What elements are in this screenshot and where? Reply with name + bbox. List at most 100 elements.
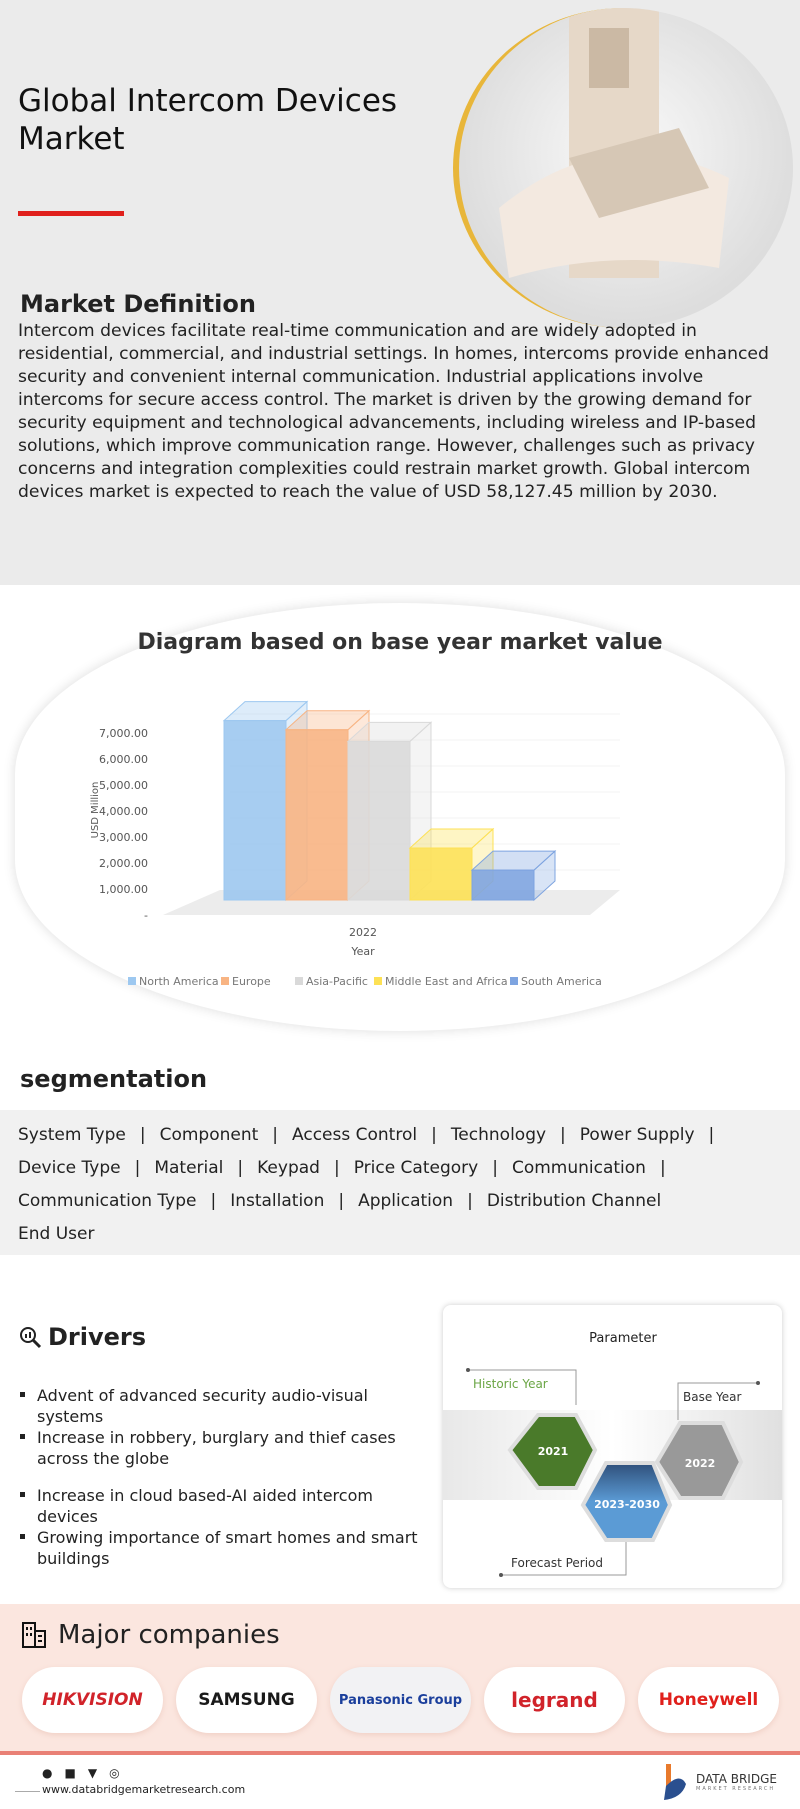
segment-item[interactable]: Material (154, 1158, 224, 1178)
separator: | (333, 1158, 340, 1178)
y-tick-label: 7,000.00 (99, 727, 148, 740)
legend-swatch (374, 977, 382, 985)
driver-item: Increase in robbery, burglary and thief … (20, 1427, 420, 1469)
page-title: Global Intercom Devices Market (18, 83, 398, 157)
separator: | (467, 1191, 473, 1211)
brand-name: DATA BRIDGE (696, 1772, 777, 1786)
social-icons: ● ■ ▼ ◎ (42, 1766, 120, 1780)
legend-label: North America (139, 975, 219, 988)
bar-chart: - 1,000.00 2,000.00 3,000.00 4,000.00 5,000.0… (90, 700, 620, 988)
instagram-icon[interactable]: ◎ (109, 1766, 120, 1780)
building-icon (22, 1622, 46, 1648)
separator: | (659, 1158, 666, 1178)
twitter-icon[interactable]: ▼ (87, 1766, 98, 1780)
separator: | (708, 1125, 715, 1145)
y-tick-label: 6,000.00 (99, 753, 148, 766)
parameter-card: Parameter Historic Year Base Year Foreca… (443, 1305, 782, 1588)
segment-item[interactable]: Communication Type (18, 1191, 197, 1211)
separator: | (338, 1191, 345, 1211)
base-label: Base Year (683, 1390, 742, 1404)
drivers-heading: Drivers (18, 1323, 146, 1351)
whatsapp-icon[interactable]: ● (42, 1766, 53, 1780)
definition-text: Intercom devices facilitate real-time co… (18, 321, 769, 502)
segment-item[interactable]: Component (159, 1125, 259, 1145)
company-logo: Honeywell (638, 1667, 779, 1733)
driver-item: Increase in cloud based-AI aided interco… (20, 1485, 420, 1527)
segment-row: System Type | Component | Access Control | Tec… (18, 1125, 728, 1145)
forecast-label: Forecast Period (511, 1556, 603, 1570)
segment-item[interactable]: Access Control (292, 1125, 418, 1145)
segmentation-heading: segmentation (20, 1065, 208, 1093)
segment-row: End User (18, 1224, 94, 1244)
website-link[interactable]: www.databridgemarketresearch.com (42, 1783, 246, 1796)
historic-hexagon (507, 1413, 598, 1490)
chart-title: Diagram based on base year market value (137, 630, 663, 655)
historic-label: Historic Year (473, 1377, 548, 1391)
bar-front (285, 729, 349, 901)
brand-logo: DATA BRIDGE MARKET RESEARCH (660, 1762, 777, 1802)
driver-item: Growing importance of smart homes and sm… (20, 1527, 420, 1569)
bar-front (409, 847, 473, 901)
y-tick-label: 4,000.00 (99, 805, 148, 818)
segment-item[interactable]: Power Supply (579, 1125, 695, 1145)
separator: | (560, 1125, 566, 1145)
svg-text:2023-2030: 2023-2030 (594, 1498, 660, 1511)
footer-divider (0, 1751, 800, 1755)
segment-item[interactable]: System Type (18, 1125, 126, 1145)
forecast-hexagon (580, 1461, 673, 1542)
x-tick-label: 2022 (349, 926, 377, 939)
separator: | (431, 1125, 437, 1145)
company-logo: SAMSUNG (176, 1667, 317, 1733)
svg-text:2022: 2022 (685, 1457, 716, 1470)
legend-label: Asia-Pacific (306, 975, 368, 988)
companies-heading: Major companies (22, 1620, 280, 1650)
legend-swatch (221, 977, 229, 985)
drivers-title: Drivers (48, 1323, 147, 1351)
title-underline (18, 211, 124, 216)
bar-front (471, 869, 535, 901)
separator: | (139, 1125, 146, 1145)
definition-heading: Market Definition (20, 290, 256, 318)
segment-item[interactable]: Price Category (353, 1158, 479, 1178)
segment-item[interactable]: Communication (511, 1158, 646, 1178)
footer-line (15, 1791, 40, 1792)
bar-front (223, 720, 287, 901)
company-logo: Panasonic Group (330, 1667, 471, 1733)
bar-front (347, 740, 411, 901)
facebook-icon[interactable]: ■ (64, 1766, 76, 1780)
x-axis-label: Year (350, 945, 375, 958)
segment-item[interactable]: Installation (230, 1191, 325, 1211)
y-tick-label: 2,000.00 (99, 857, 148, 870)
segment-item[interactable]: Distribution Channel (486, 1191, 662, 1211)
y-tick-label: 1,000.00 (99, 883, 148, 896)
y-axis-label: USD Million (90, 782, 101, 839)
separator: | (492, 1158, 498, 1178)
search-chart-icon (20, 1327, 42, 1349)
y-tick-label: 5,000.00 (99, 779, 148, 792)
separator: | (210, 1191, 217, 1211)
segment-item[interactable]: Technology (450, 1125, 547, 1145)
brand-sub: MARKET RESEARCH (696, 1786, 776, 1792)
separator: | (237, 1158, 244, 1178)
legend-label: Europe (232, 975, 271, 988)
company-logo: legrand (484, 1667, 625, 1733)
databridge-logo-icon (664, 1764, 686, 1800)
segment-row: Device Type | Material | Keypad | Price Catego… (18, 1158, 680, 1178)
intercom-photo (453, 8, 793, 328)
segment-item[interactable]: End User (18, 1224, 95, 1244)
segment-item[interactable]: Device Type (18, 1158, 121, 1178)
segment-row: Communication Type | Installation | Applicat… (18, 1191, 661, 1211)
segment-item[interactable]: Keypad (257, 1158, 320, 1178)
separator: | (134, 1158, 141, 1178)
base-hexagon (654, 1421, 744, 1500)
legend-label: Middle East and Africa (385, 975, 508, 988)
y-tick-label: - (144, 909, 148, 922)
companies-title: Major companies (58, 1620, 280, 1650)
svg-text:2021: 2021 (538, 1445, 569, 1458)
y-tick-label: 3,000.00 (99, 831, 148, 844)
bar-south-america (470, 849, 557, 902)
segment-item[interactable]: Application (358, 1191, 454, 1211)
company-logo: HIKVISION (22, 1667, 163, 1733)
legend-label: South America (521, 975, 602, 988)
legend-swatch (295, 977, 303, 985)
